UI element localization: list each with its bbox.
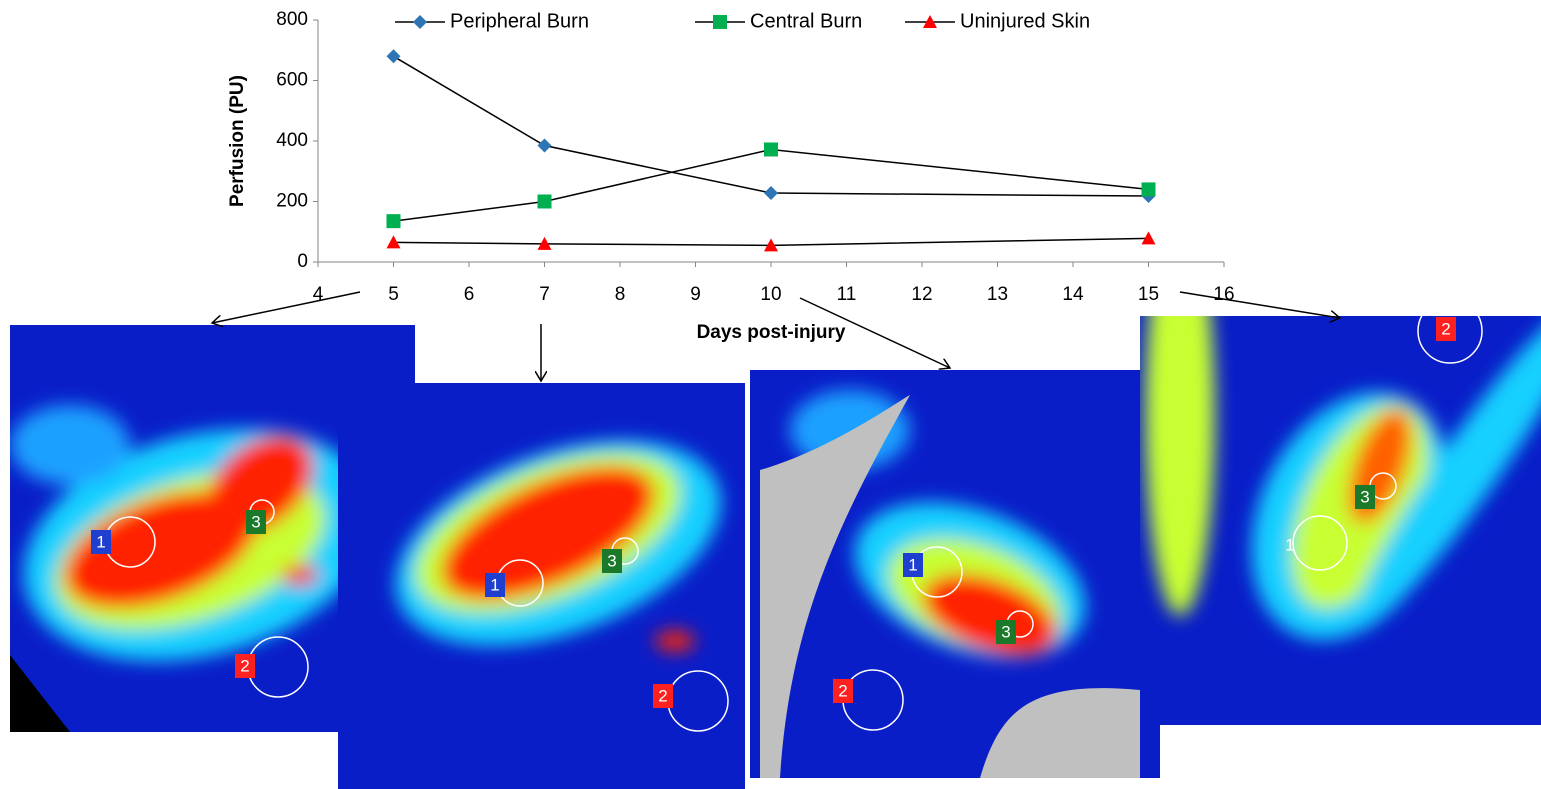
point (1142, 182, 1156, 196)
legend-label: Peripheral Burn (450, 10, 589, 32)
region-label: 3 (1001, 622, 1010, 641)
x-tick-label: 10 (760, 284, 781, 305)
region-label: 2 (658, 686, 667, 705)
chart: 0 200 400 600 800 4 5 6 7 8 9 10 11 12 13 14 15 16 Days po… (227, 9, 1235, 343)
region-label: 1 (1285, 535, 1294, 554)
x-tick-label: 5 (388, 284, 399, 305)
x-tick-label: 7 (539, 284, 550, 305)
point (538, 195, 552, 209)
page: {"chart_data": {"type": "line", "x_label… (0, 0, 1541, 789)
y-tick-label: 200 (276, 191, 308, 212)
x-tick-label: 12 (911, 284, 932, 305)
region-label: 3 (607, 551, 616, 570)
region-label: 3 (1360, 487, 1369, 506)
perfusion-blob (10, 405, 130, 485)
point (387, 49, 401, 63)
region-label: 3 (251, 512, 260, 531)
point (538, 139, 552, 153)
perfusion-blob (655, 631, 695, 651)
region-label: 1 (96, 532, 105, 551)
legend-marker (413, 15, 427, 29)
perfusion-image: 2 3 1 (1140, 216, 1541, 725)
x-tick-label: 11 (837, 284, 857, 305)
point (387, 214, 401, 228)
series-line (394, 149, 1149, 221)
region-label: 2 (838, 681, 847, 700)
arrow (212, 292, 360, 323)
region-label: 1 (908, 555, 917, 574)
arrow (1180, 292, 1340, 318)
perfusion-image: 1 3 2 (338, 383, 749, 789)
y-tick-label: 400 (276, 130, 308, 151)
x-tick-label: 8 (615, 284, 626, 305)
x-tick-label: 14 (1062, 284, 1084, 305)
x-tick-label: 15 (1138, 284, 1159, 305)
y-tick-label: 800 (276, 9, 308, 30)
x-tick-label: 16 (1213, 284, 1234, 305)
figure: 132132132231 020040060080045678910111213… (0, 0, 1541, 789)
x-tick-label: 4 (313, 284, 324, 305)
y-tick-label: 0 (297, 251, 308, 272)
x-tick-label: 13 (987, 284, 1008, 305)
y-axis-title: Perfusion (PU) (227, 75, 248, 207)
region-label: 2 (240, 656, 249, 675)
y-tick-label: 600 (276, 70, 308, 91)
point (764, 142, 778, 156)
point (764, 186, 778, 200)
legend-label: Central Burn (750, 10, 862, 32)
x-tick-label: 9 (690, 284, 701, 305)
x-tick-label: 6 (464, 284, 475, 305)
perfusion-blob (1145, 216, 1215, 616)
perfusion-blob (282, 565, 318, 585)
x-axis-title: Days post-injury (697, 322, 846, 343)
region-label: 1 (490, 575, 499, 594)
region-label: 2 (1441, 319, 1450, 338)
legend-marker (713, 15, 727, 29)
legend-label: Uninjured Skin (960, 10, 1090, 32)
series-line (394, 56, 1149, 196)
